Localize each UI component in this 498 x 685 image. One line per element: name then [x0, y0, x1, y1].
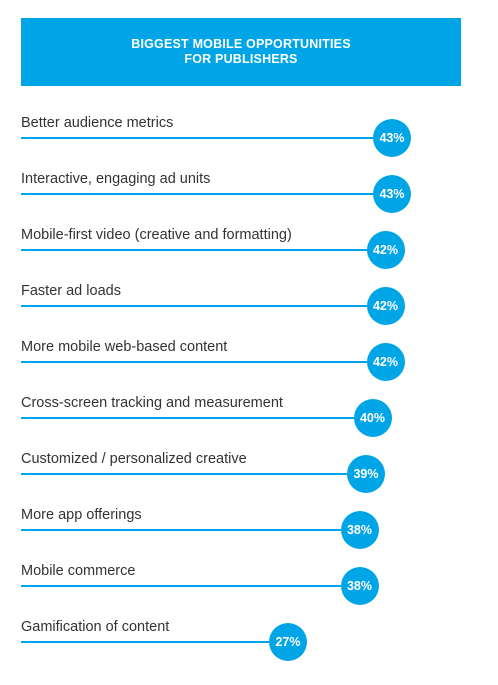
bar-row: More app offerings 38% — [0, 506, 498, 562]
value-bubble: 43% — [373, 175, 411, 213]
bar-row: Better audience metrics 43% — [0, 114, 498, 170]
category-label: Interactive, engaging ad units — [21, 171, 211, 187]
category-label: Cross-screen tracking and measurement — [21, 395, 283, 411]
bar-row: Mobile-first video (creative and formatt… — [0, 226, 498, 282]
bar — [21, 249, 386, 251]
category-label: Gamification of content — [21, 619, 170, 635]
bar — [21, 641, 288, 643]
category-label: More mobile web-based content — [21, 339, 228, 355]
category-label: More app offerings — [21, 507, 142, 523]
bar-row: Customized / personalized creative 39% — [0, 450, 498, 506]
bar — [21, 417, 373, 419]
bar — [21, 529, 360, 531]
bar — [21, 305, 386, 307]
value-bubble: 42% — [366, 231, 405, 269]
bar — [21, 473, 366, 475]
bar-row: Gamification of content 27% — [0, 618, 498, 674]
category-label: Mobile commerce — [21, 563, 136, 579]
value-bubble: 38% — [340, 511, 379, 549]
chart-title-line-1: BIGGEST MOBILE OPPORTUNITIES — [131, 37, 351, 51]
bar-row: Interactive, engaging ad units 43% — [0, 170, 498, 226]
category-label: Faster ad loads — [21, 283, 121, 299]
value-bubble: 27% — [269, 623, 307, 661]
bar — [21, 361, 386, 363]
value-bubble: 39% — [347, 455, 385, 493]
value-bubble: 43% — [373, 119, 411, 157]
bar-row: Faster ad loads 42% — [0, 282, 498, 338]
bar-row: Cross-screen tracking and measurement 40% — [0, 394, 498, 450]
value-bubble: 42% — [366, 343, 405, 381]
value-bubble: 42% — [366, 287, 405, 325]
chart-title-line-2: FOR PUBLISHERS — [184, 52, 298, 66]
chart-title-banner: BIGGEST MOBILE OPPORTUNITIES FOR PUBLISH… — [21, 18, 461, 86]
value-bubble: 40% — [353, 399, 392, 437]
bar — [21, 585, 360, 587]
category-label: Mobile-first video (creative and formatt… — [21, 227, 292, 243]
bar-row: More mobile web-based content 42% — [0, 338, 498, 394]
bar — [21, 193, 392, 195]
bar — [21, 137, 392, 139]
value-bubble: 38% — [340, 567, 379, 605]
bar-row: Mobile commerce 38% — [0, 562, 498, 618]
category-label: Customized / personalized creative — [21, 451, 247, 467]
category-label: Better audience metrics — [21, 115, 174, 131]
